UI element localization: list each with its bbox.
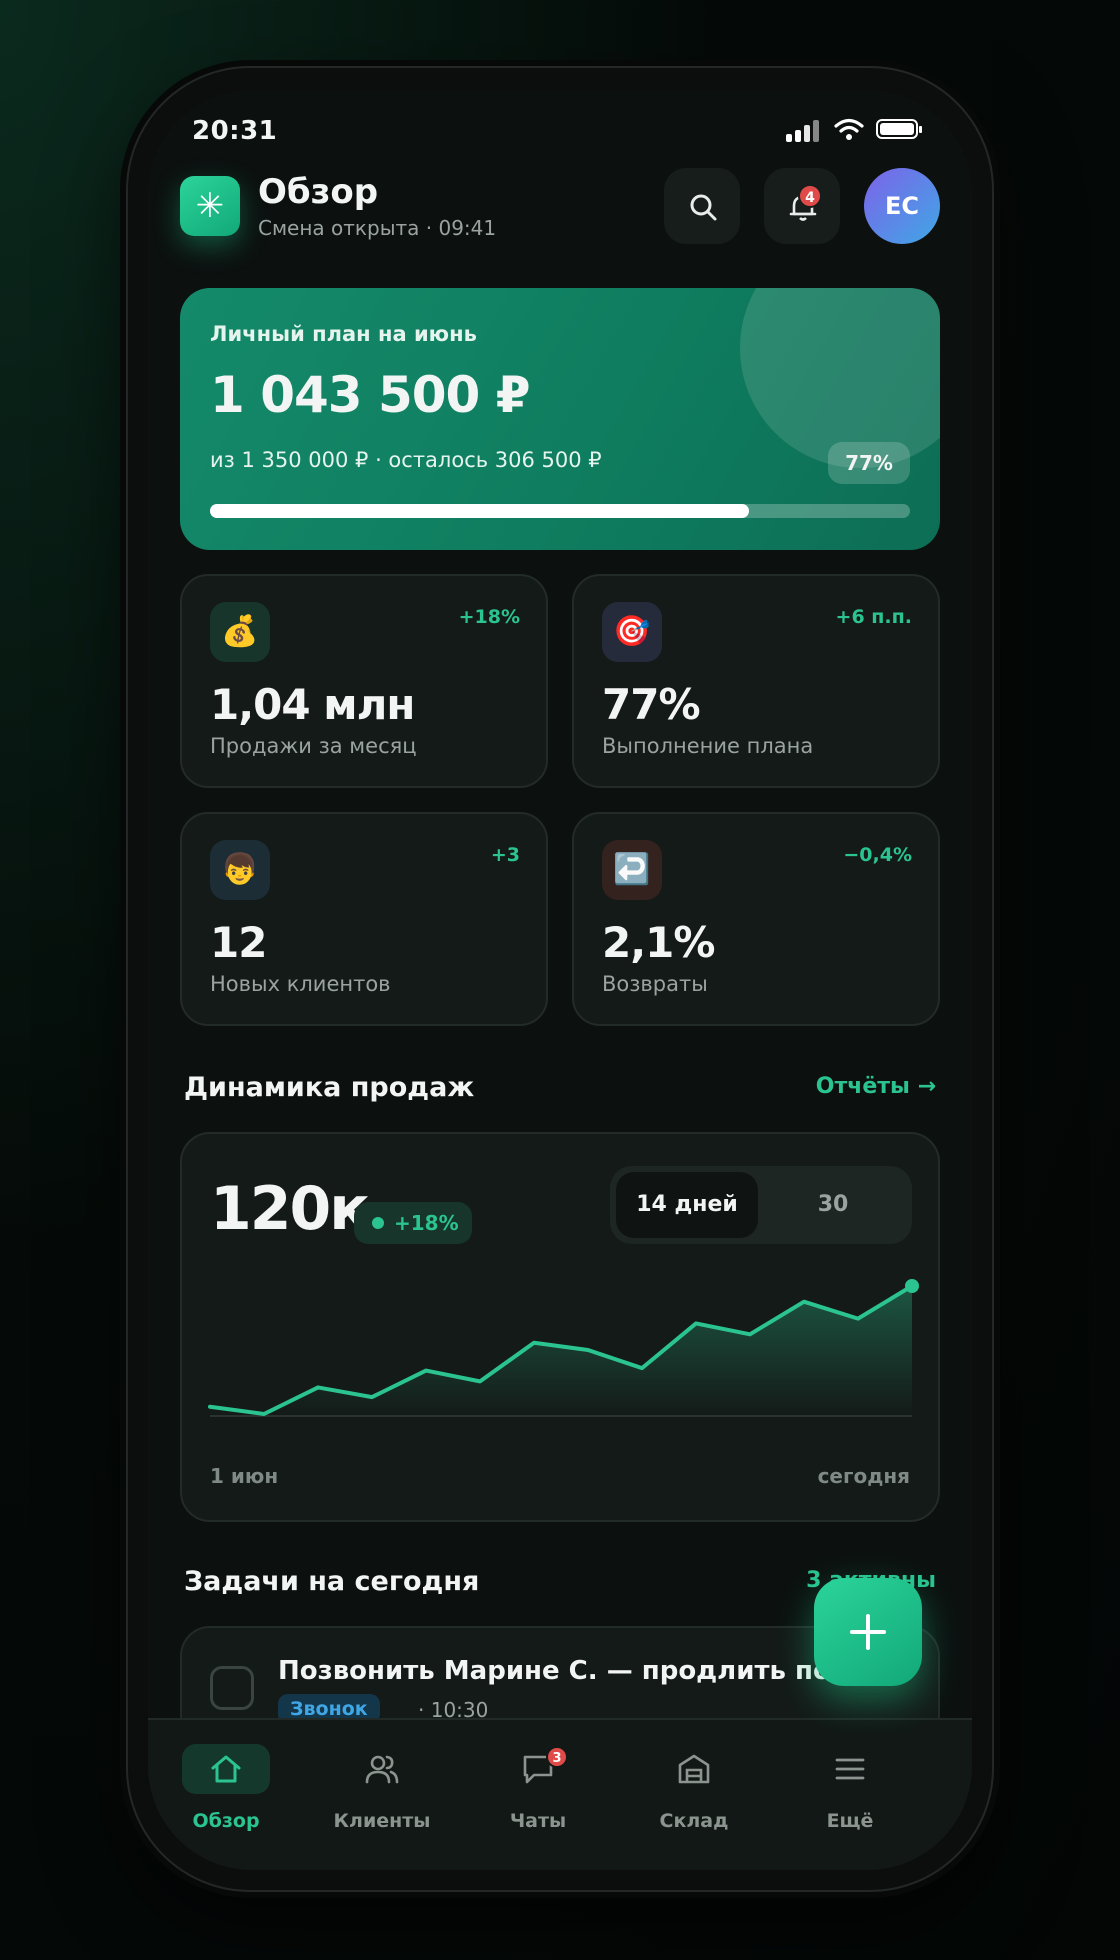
- bottom-nav: Обзор Клиенты 3 Чаты: [148, 1718, 972, 1870]
- search-icon: [690, 194, 717, 221]
- return-arrow-icon: ↩️: [602, 840, 662, 900]
- stat-card-sales[interactable]: 💰 +18% 1,04 млн Продажи за месяц: [180, 574, 548, 788]
- stat-value: 2,1%: [602, 918, 715, 967]
- chart-series-line: [208, 1284, 914, 1416]
- chart-change-badge: +18%: [354, 1202, 472, 1244]
- nav-label: Ещё: [826, 1810, 874, 1832]
- chart-point-latest: [905, 1279, 919, 1293]
- stat-card-returns[interactable]: ↩️ −0,4% 2,1% Возвраты: [572, 812, 940, 1026]
- person-icon: 👦: [210, 840, 270, 900]
- page-title: Обзор: [258, 172, 379, 212]
- stat-caption: Выполнение плана: [602, 734, 814, 758]
- reports-link[interactable]: Отчёты →: [815, 1074, 936, 1099]
- money-bag-icon: 💰: [210, 602, 270, 662]
- stat-card-clients[interactable]: 👦 +3 12 Новых клиентов: [180, 812, 548, 1026]
- wifi-icon: [834, 118, 864, 140]
- app-screen: 20:31 ✳ Обзор Смена открыта · 09:41 4 ЕС…: [148, 90, 972, 1870]
- range-selector: 14 дней 30: [610, 1166, 912, 1244]
- stat-delta: +18%: [458, 606, 520, 628]
- decorative-circle: [740, 288, 940, 468]
- section-title-tasks: Задачи на сегодня: [184, 1566, 480, 1597]
- stat-caption: Новых клиентов: [210, 972, 391, 996]
- nav-label: Склад: [659, 1810, 729, 1832]
- stat-delta: +6 п.п.: [835, 606, 912, 628]
- plan-progress-track: [210, 504, 910, 518]
- section-title-sales: Динамика продаж: [184, 1072, 475, 1103]
- notifications-button[interactable]: 4: [764, 168, 840, 244]
- x-axis-end-label: сегодня: [817, 1464, 910, 1488]
- plan-label: Личный план на июнь: [210, 322, 477, 346]
- sales-line-chart: [208, 1279, 919, 1417]
- plan-details: из 1 350 000 ₽ · осталось 306 500 ₽: [210, 448, 602, 472]
- nav-item-clients[interactable]: Клиенты: [304, 1720, 460, 1840]
- status-time: 20:31: [192, 116, 278, 146]
- nav-label: Чаты: [509, 1810, 567, 1832]
- chart-area: [210, 1286, 912, 1416]
- chat-badge: 3: [546, 1746, 568, 1768]
- sales-chart-card: 120к +18% 14 дней 30 1 июн сегодня: [180, 1132, 940, 1522]
- nav-item-more[interactable]: Ещё: [772, 1720, 928, 1840]
- stat-value: 12: [210, 918, 267, 967]
- users-icon: [365, 1755, 399, 1784]
- sparkle-icon[interactable]: ✳: [180, 176, 240, 236]
- nav-label: Клиенты: [333, 1810, 431, 1832]
- nav-item-overview[interactable]: Обзор: [148, 1720, 304, 1840]
- menu-icon: [835, 1758, 865, 1780]
- stat-caption: Возвраты: [602, 972, 708, 996]
- plan-amount: 1 043 500 ₽: [210, 366, 531, 424]
- target-icon: 🎯: [602, 602, 662, 662]
- stat-value: 1,04 млн: [210, 680, 415, 729]
- chart-value: 120к: [210, 1174, 370, 1244]
- range-option-30[interactable]: 30: [817, 1192, 849, 1217]
- notification-badge: 4: [798, 184, 822, 208]
- home-icon: [211, 1755, 241, 1783]
- search-button[interactable]: [664, 168, 740, 244]
- stat-caption: Продажи за месяц: [210, 734, 417, 758]
- warehouse-icon: [678, 1754, 710, 1784]
- plan-card[interactable]: Личный план на июнь 1 043 500 ₽ из 1 350…: [180, 288, 940, 550]
- stat-value: 77%: [602, 680, 701, 729]
- nav-label: Обзор: [192, 1810, 260, 1832]
- range-option-14[interactable]: 14 дней: [616, 1172, 758, 1238]
- stat-delta: +3: [490, 844, 520, 866]
- add-button[interactable]: [814, 1578, 922, 1686]
- signal-icon: [786, 120, 822, 142]
- nav-item-chats[interactable]: 3 Чаты: [460, 1720, 616, 1840]
- avatar[interactable]: ЕС: [864, 168, 940, 244]
- shift-status: Смена открыта · 09:41: [258, 216, 497, 240]
- status-bar: 20:31: [148, 90, 972, 170]
- task-title: Позвонить Марине С. — продлить подпи: [278, 1656, 889, 1686]
- plan-progress-fill: [210, 504, 749, 518]
- stat-card-plan[interactable]: 🎯 +6 п.п. 77% Выполнение плана: [572, 574, 940, 788]
- battery-icon: [876, 119, 922, 139]
- task-checkbox[interactable]: [210, 1666, 254, 1710]
- plan-percent-badge: 77%: [828, 442, 910, 484]
- stat-delta: −0,4%: [843, 844, 912, 866]
- nav-item-warehouse[interactable]: Склад: [616, 1720, 772, 1840]
- x-axis-start-label: 1 июн: [210, 1464, 279, 1488]
